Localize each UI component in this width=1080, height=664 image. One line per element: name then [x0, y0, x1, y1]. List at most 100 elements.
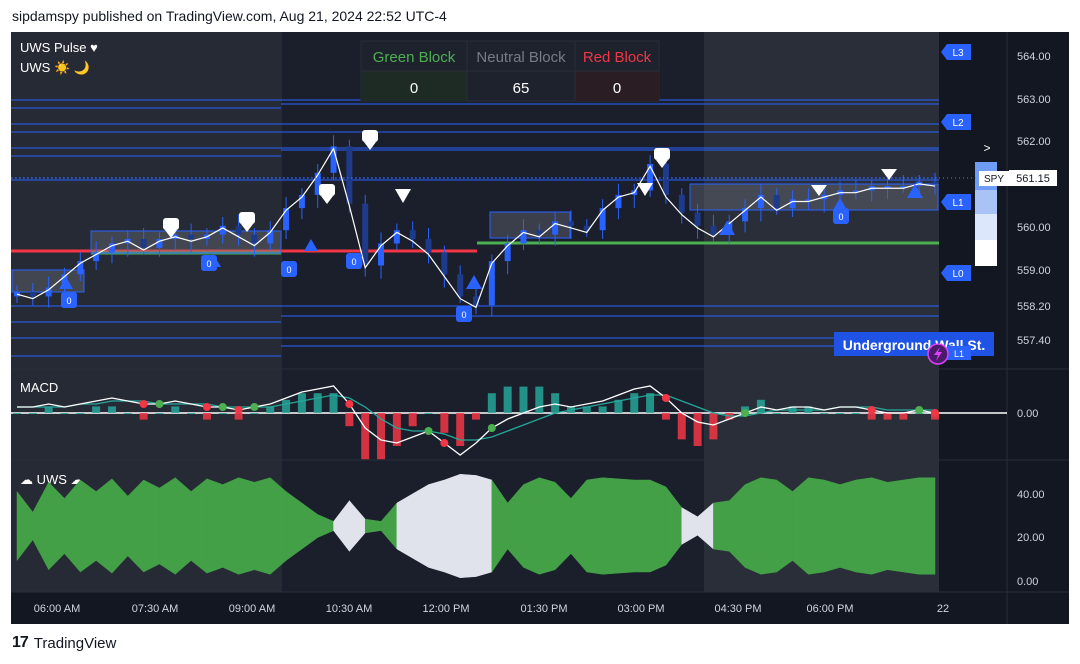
macd-bar [646, 393, 655, 413]
uws-band-segment [634, 479, 651, 573]
svg-text:562.00: 562.00 [1017, 136, 1051, 148]
macd-cross-dot [661, 394, 670, 402]
macd-bar [329, 393, 338, 413]
macd-cross-dot [345, 400, 354, 408]
macd-bar [392, 413, 401, 446]
macd-cross-dot [867, 406, 876, 414]
macd-cross-dot [741, 409, 750, 417]
uws-band-segment [808, 477, 825, 575]
macd-bar [266, 406, 275, 413]
uws-band-segment [871, 477, 888, 575]
sell-marker [163, 218, 179, 238]
time-axis[interactable]: 06:00 AM 07:30 AM 09:00 AM 10:30 AM 12:0… [34, 603, 949, 615]
price-axis[interactable] [1007, 32, 1069, 592]
zero-badges: 0 0 0 0 0 0 [61, 208, 849, 322]
candle-body [156, 239, 163, 248]
zero-badge-label: 0 [286, 265, 291, 275]
macd-cross-dots [139, 394, 939, 447]
macd-bar [282, 399, 291, 413]
uws-bands [16, 473, 936, 579]
uws-band-segment [903, 477, 920, 575]
buy-arrow [833, 198, 847, 210]
candle-body [314, 172, 321, 195]
svg-text:12:00 PM: 12:00 PM [422, 603, 469, 615]
uws-band-segment [254, 477, 271, 575]
macd-bar [472, 413, 480, 420]
buy-arrow [59, 277, 73, 289]
uws-band-segment [206, 478, 224, 574]
candle-body [140, 239, 147, 248]
block-gauge: > [975, 141, 997, 266]
candle-body [425, 239, 432, 253]
svg-text:06:00 PM: 06:00 PM [806, 603, 853, 615]
watermark: Underground Wall St. L1 [834, 332, 994, 365]
macd-bar [139, 413, 148, 420]
candle-body [93, 252, 100, 262]
macd-bar [187, 413, 196, 414]
candle-body [45, 287, 52, 297]
symbol-tag-label: SPY [984, 174, 1004, 185]
candle-body [710, 225, 717, 235]
candle-body [742, 208, 749, 222]
uws-band-segment [649, 479, 667, 573]
zero-badge-label: 0 [351, 257, 356, 267]
uws-band-segment [80, 479, 97, 573]
uws-title[interactable]: ☁ UWS ☁ [20, 472, 84, 487]
macd-bar [123, 413, 132, 414]
block-table: Green Block Neutral Block Red Block 0 65… [360, 40, 660, 102]
chart-frame[interactable]: 0 0 0 0 0 0 Green Block Neutral Block Red Blo… [11, 32, 1069, 624]
candle-body [283, 208, 290, 231]
uws-band-segment [855, 477, 872, 575]
uws-band-segment [839, 479, 857, 573]
macd-bar [598, 406, 607, 413]
candle-body [378, 243, 385, 266]
uws-band-segment [744, 477, 762, 575]
svg-text:L0: L0 [952, 269, 964, 280]
candle-body [298, 194, 305, 209]
candle-body [330, 146, 337, 173]
macd-line [17, 385, 936, 456]
candle-body [393, 230, 400, 244]
uws-band-segment [127, 479, 144, 573]
macd-bar [218, 413, 227, 414]
zero-badge-label: 0 [206, 259, 211, 269]
macd-cross-dot [218, 403, 227, 411]
macd-cross-dot [139, 400, 148, 408]
tradingview-brand[interactable]: 17 TradingView [12, 634, 116, 652]
uws-band-segment [190, 478, 208, 574]
macd-bar [836, 413, 845, 414]
macd-bar [851, 413, 860, 414]
chart-svg[interactable]: 0 0 0 0 0 0 Green Block Neutral Block Red Blo… [11, 32, 1069, 624]
macd-bar [440, 413, 449, 433]
macd-bar [709, 413, 718, 440]
uws-band-segment [396, 493, 413, 559]
last-price-value: 561.15 [1016, 173, 1050, 185]
macd-bar [899, 413, 908, 420]
macd-bar [883, 413, 892, 420]
uws-band-segment [523, 477, 540, 575]
candle-body [647, 163, 654, 191]
price-trend-line [16, 147, 936, 309]
candle-body [346, 146, 353, 204]
uws-band-segment [918, 477, 936, 575]
macd-title[interactable]: MACD [20, 380, 58, 395]
macd-cross-dot [440, 439, 449, 447]
macd-bar [250, 413, 259, 414]
sell-arrow [881, 169, 897, 180]
macd-bar [503, 386, 512, 413]
macd-bar [28, 413, 37, 414]
svg-text:560.00: 560.00 [1017, 222, 1051, 234]
sell-marker [654, 148, 670, 168]
candle-body [409, 230, 416, 240]
candle-body [108, 243, 115, 253]
macd-bar [297, 393, 306, 413]
indicator-label-uws[interactable]: UWS ☀️ 🌙 [20, 59, 90, 76]
brand-name: TradingView [33, 634, 117, 652]
candle-body [662, 163, 669, 195]
indicator-label-pulse[interactable]: UWS Pulse ♥ [20, 40, 98, 55]
macd-bar [13, 413, 21, 414]
candle-body [536, 230, 543, 235]
level-badge-l0: L0 [941, 265, 971, 281]
level-badge-l1: L1 [941, 194, 971, 210]
candle-body [615, 194, 622, 209]
